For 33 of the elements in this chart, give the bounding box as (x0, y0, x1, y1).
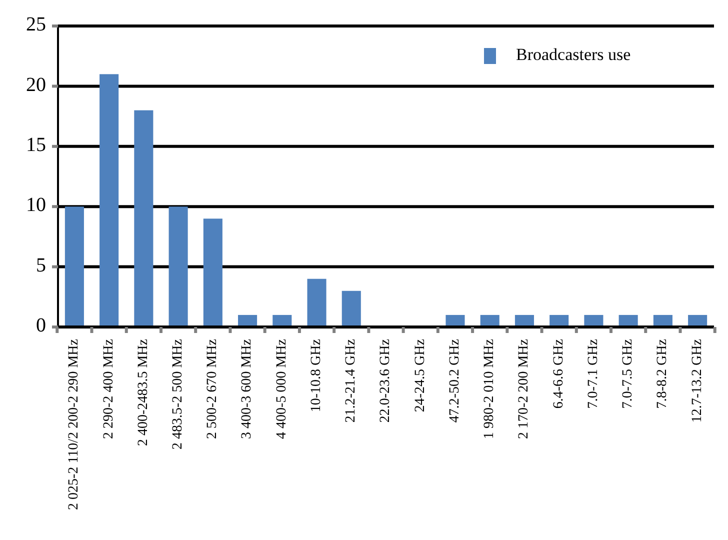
bar (342, 290, 361, 327)
y-tick-label: 0 (36, 314, 46, 337)
x-tick-label: 24-24.5 GHz (412, 339, 428, 412)
x-tick-label: 7.0-7.5 GHz (620, 339, 636, 409)
x-tick-label: 47.2-50.2 GHz (447, 339, 462, 423)
bar (134, 110, 154, 327)
x-tick-label: 2 290-2 400 MHz (101, 339, 116, 439)
y-tick-label: 15 (26, 134, 46, 156)
x-tick-label: 22.0-23.6 GHz (378, 339, 394, 423)
bar (64, 206, 84, 327)
y-tick-label: 20 (26, 74, 46, 96)
x-tick-label: 12.7-13.2 GHz (690, 339, 705, 423)
x-tick-label: 21.2-21.4 GHz (344, 339, 359, 423)
x-tick-label: 10-10.8 GHz (308, 339, 324, 412)
y-tick-label: 5 (36, 254, 46, 276)
x-tick-label: 2 483.5-2 500 MHz (170, 339, 186, 450)
x-tick-label: 7.0-7.1 GHz (586, 339, 601, 409)
x-tick-label: 4 400-5 000 MHz (274, 339, 290, 439)
x-tick-label: 1 980-2 010 MHz (482, 339, 498, 439)
bar (307, 278, 326, 327)
x-tick-label: 3 400-3 600 MHz (240, 339, 255, 439)
y-tick-label: 25 (26, 14, 46, 36)
y-tick-label: 10 (26, 194, 46, 216)
x-tick-label: 2 400-2483.5 MHz (136, 339, 151, 446)
bar (168, 206, 188, 327)
x-tick-label: 6.4-6.6 GHz (551, 339, 566, 409)
bar (100, 74, 119, 327)
x-tick-label: 2 500-2 670 MHz (205, 339, 220, 439)
x-tick-label: 2 025-2 110/2 200-2 290 MHz (66, 339, 82, 510)
x-tick-label: 7.8-8.2 GHz (655, 339, 670, 409)
bar (203, 218, 222, 327)
legend-label: Broadcasters use (516, 44, 631, 64)
x-tick-label: 2 170-2 200 MHz (516, 339, 532, 439)
